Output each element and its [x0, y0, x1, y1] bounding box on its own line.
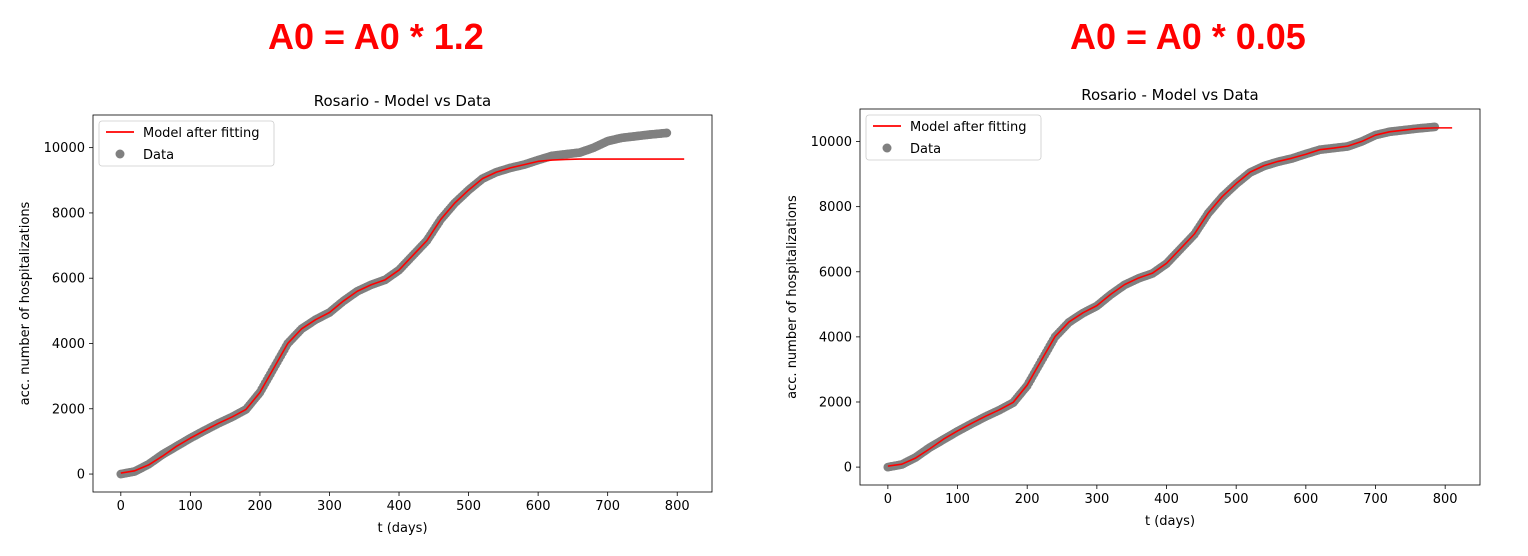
- plot-area: [883, 122, 1453, 472]
- chart-title: Rosario - Model vs Data: [314, 92, 491, 110]
- x-tick-label: 700: [595, 499, 620, 514]
- x-tick-label: 800: [665, 499, 690, 514]
- x-tick-label: 200: [248, 499, 273, 514]
- chart-panel-1: 0 100 200 300 400 500 600 700 800020004000600080…: [785, 86, 1481, 529]
- y-tick-label: 2000: [52, 402, 85, 417]
- y-tick-label: 0: [77, 468, 85, 483]
- data-point: [1430, 122, 1440, 132]
- legend-label-data: Data: [910, 142, 941, 157]
- x-tick-label: 400: [387, 499, 412, 514]
- series-data-points: [883, 122, 1440, 472]
- x-tick-label: 600: [1293, 492, 1318, 507]
- x-tick-label: 0: [117, 499, 125, 514]
- x-tick-label: 500: [456, 499, 481, 514]
- legend: Model after fitting Data: [865, 114, 1042, 161]
- chart-panel-0: 0 100 200 300 400 500 600 700 800020004000600080…: [18, 92, 713, 536]
- y-tick-label: 10000: [44, 141, 85, 156]
- panel-heading-right: A0 = A0 * 0.05: [1070, 16, 1306, 57]
- legend-label-model: Model after fitting: [143, 126, 260, 141]
- y-tick-label: 6000: [819, 265, 852, 280]
- y-tick-label: 4000: [52, 337, 85, 352]
- axes-frame: [859, 108, 1481, 486]
- legend-dot-swatch: [115, 149, 125, 159]
- model-line: [120, 158, 685, 474]
- x-tick-label: 100: [178, 499, 203, 514]
- legend-box: [98, 120, 275, 167]
- x-tick-label: 300: [317, 499, 342, 514]
- data-point: [662, 128, 672, 138]
- y-tick-label: 6000: [52, 272, 85, 287]
- x-axis-label: t (days): [1145, 514, 1195, 529]
- x-tick-label: 700: [1363, 492, 1388, 507]
- panel-heading-left: A0 = A0 * 1.2: [268, 16, 484, 57]
- legend-label-model: Model after fitting: [910, 120, 1027, 135]
- series-data-points: [116, 128, 672, 479]
- y-tick-label: 8000: [819, 200, 852, 215]
- x-tick-label: 400: [1154, 492, 1179, 507]
- plot-area: [116, 128, 685, 479]
- y-tick-label: 0: [844, 461, 852, 476]
- x-tick-label: 600: [526, 499, 551, 514]
- legend-label-data: Data: [143, 148, 174, 163]
- x-axis-label: t (days): [377, 521, 427, 536]
- x-tick-label: 500: [1224, 492, 1249, 507]
- legend-dot-swatch: [882, 143, 892, 153]
- y-tick-label: 2000: [819, 395, 852, 410]
- y-axis-label: acc. number of hospitalizations: [18, 201, 33, 405]
- y-tick-label: 10000: [811, 135, 852, 150]
- y-tick-label: 4000: [819, 330, 852, 345]
- x-tick-label: 0: [884, 492, 892, 507]
- x-tick-label: 300: [1084, 492, 1109, 507]
- x-tick-label: 200: [1015, 492, 1040, 507]
- x-tick-label: 800: [1433, 492, 1458, 507]
- legend: Model after fitting Data: [98, 120, 275, 167]
- model-line: [887, 127, 1453, 467]
- y-axis-label: acc. number of hospitalizations: [785, 195, 800, 399]
- chart-title: Rosario - Model vs Data: [1081, 86, 1258, 104]
- legend-box: [865, 114, 1042, 161]
- axes-frame: [92, 114, 713, 493]
- y-tick-label: 8000: [52, 206, 85, 221]
- x-tick-label: 100: [945, 492, 970, 507]
